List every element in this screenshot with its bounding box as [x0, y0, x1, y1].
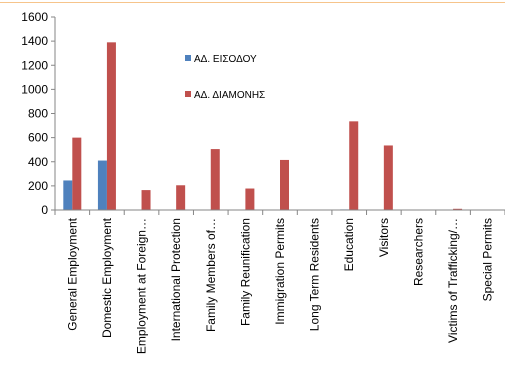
bar-residence-permit [176, 185, 186, 210]
bar-residence-permit [106, 42, 116, 210]
y-tick-label: 800 [28, 107, 48, 121]
bar-residence-permit [383, 145, 393, 210]
x-tick-label: Special Permits [481, 218, 495, 301]
bar-residence-permit [72, 137, 82, 210]
bar-residence-permit [141, 190, 151, 210]
y-tick-label: 1000 [21, 82, 48, 96]
bar-residence-permit [245, 188, 255, 210]
y-tick-label: 0 [41, 203, 48, 217]
y-tick-label: 1200 [21, 58, 48, 72]
bar-entry-visa [97, 160, 107, 210]
x-tick-label: Long Term Residents [308, 218, 322, 331]
y-tick-label: 200 [28, 179, 48, 193]
y-tick-label: 400 [28, 155, 48, 169]
legend-label-residence-permit: ΑΔ. ΔΙΑΜΟΝΗΣ [194, 90, 265, 101]
bars [63, 42, 463, 210]
legend-label-entry-visa: ΑΔ. ΕΙΣΟΔΟΥ [194, 54, 257, 65]
bar-residence-permit [453, 208, 463, 210]
y-tick-label: 600 [28, 131, 48, 145]
top-border-line [0, 2, 505, 3]
x-tick-label: Education [342, 218, 356, 271]
y-tick-label: 1400 [21, 34, 48, 48]
legend-swatch-entry-visa [185, 55, 191, 61]
bar-residence-permit [210, 149, 220, 210]
bar-residence-permit [349, 121, 359, 210]
x-tick-label: Victims of Trafficking/… [446, 218, 460, 343]
bar-residence-permit [280, 159, 289, 210]
x-tick-label: Domestic Employment [100, 217, 114, 338]
x-tick-label: Visitors [377, 218, 391, 257]
legend: ΑΔ. ΕΙΣΟΔΟΥ ΑΔ. ΔΙΑΜΟΝΗΣ [185, 54, 265, 101]
x-tick-label: Researchers [411, 218, 425, 286]
axes [54, 17, 505, 211]
x-tick-label: General Employment [65, 217, 79, 330]
x-tick-label: Family Members of… [204, 218, 218, 332]
bar-entry-visa [63, 180, 73, 210]
x-axis-ticks: General Employment Domestic Employment Emp… [54, 210, 505, 354]
x-tick-label: Employment at Foreign… [135, 218, 149, 354]
y-tick-label: 1600 [21, 10, 48, 24]
x-tick-label: Immigration Permits [273, 218, 287, 325]
y-axis-ticks: 0 200 400 600 800 1000 1200 1400 1600 [21, 10, 55, 217]
x-tick-label: International Protection [169, 218, 183, 341]
x-tick-label: Family Reunification [238, 218, 252, 326]
legend-swatch-residence-permit [185, 91, 191, 97]
